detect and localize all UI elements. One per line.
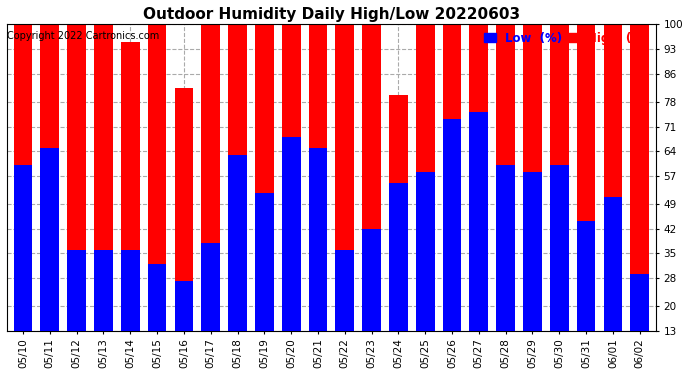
Bar (201, 24, 220, 375)
Bar (67, 24, 86, 375)
Bar (148, 24, 166, 375)
Bar (94, 24, 113, 375)
Bar (175, 88, 193, 375)
Bar (335, 250, 354, 375)
Bar (523, 172, 542, 375)
Bar (550, 165, 569, 375)
Bar (67, 250, 86, 375)
Bar (121, 250, 139, 375)
Bar (335, 24, 354, 375)
Bar (550, 24, 569, 375)
Bar (282, 24, 301, 375)
Bar (523, 24, 542, 375)
Bar (255, 24, 274, 375)
Bar (94, 250, 113, 375)
Bar (496, 24, 515, 375)
Bar (41, 148, 59, 375)
Bar (496, 165, 515, 375)
Bar (228, 24, 247, 375)
Bar (631, 24, 649, 375)
Bar (389, 95, 408, 375)
Text: Copyright 2022 Cartronics.com: Copyright 2022 Cartronics.com (7, 31, 159, 40)
Bar (14, 165, 32, 375)
Bar (577, 222, 595, 375)
Bar (443, 24, 462, 375)
Bar (443, 120, 462, 375)
Bar (362, 228, 381, 375)
Bar (604, 24, 622, 375)
Title: Outdoor Humidity Daily High/Low 20220603: Outdoor Humidity Daily High/Low 20220603 (143, 7, 520, 22)
Bar (308, 24, 327, 375)
Bar (282, 137, 301, 375)
Bar (228, 154, 247, 375)
Bar (469, 112, 489, 375)
Bar (631, 274, 649, 375)
Bar (14, 24, 32, 375)
Bar (469, 24, 489, 375)
Bar (308, 148, 327, 375)
Bar (362, 24, 381, 375)
Bar (41, 24, 59, 375)
Bar (389, 183, 408, 375)
Bar (416, 24, 435, 375)
Bar (255, 194, 274, 375)
Bar (201, 243, 220, 375)
Bar (577, 24, 595, 375)
Bar (148, 264, 166, 375)
Bar (604, 197, 622, 375)
Legend: Low  (%), High  (%): Low (%), High (%) (483, 30, 650, 46)
Bar (121, 42, 139, 375)
Bar (175, 281, 193, 375)
Bar (416, 172, 435, 375)
